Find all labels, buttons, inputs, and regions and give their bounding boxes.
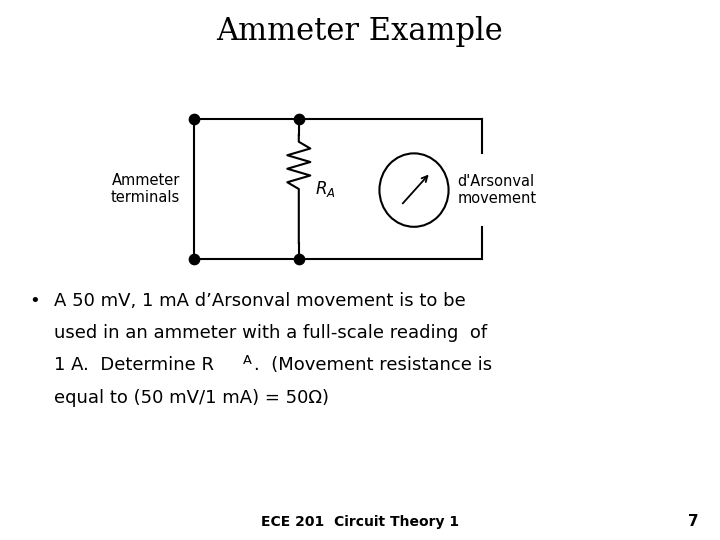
Text: Ammeter
terminals: Ammeter terminals <box>111 173 180 205</box>
Text: 7: 7 <box>688 514 698 529</box>
Text: •: • <box>29 292 40 309</box>
Point <box>293 255 305 264</box>
Text: equal to (50 mV/1 mA) = 50Ω): equal to (50 mV/1 mA) = 50Ω) <box>54 389 329 407</box>
Text: A 50 mV, 1 mA d’Arsonval movement is to be: A 50 mV, 1 mA d’Arsonval movement is to … <box>54 292 466 309</box>
Point <box>189 255 200 264</box>
Text: $R_A$: $R_A$ <box>315 179 336 199</box>
Text: 1 A.  Determine R: 1 A. Determine R <box>54 356 214 374</box>
Text: used in an ammeter with a full-scale reading  of: used in an ammeter with a full-scale rea… <box>54 324 487 342</box>
Text: d'Arsonval
movement: d'Arsonval movement <box>457 174 536 206</box>
Text: Ammeter Example: Ammeter Example <box>217 16 503 47</box>
Point <box>189 114 200 123</box>
Text: .  (Movement resistance is: . (Movement resistance is <box>254 356 492 374</box>
Text: ECE 201  Circuit Theory 1: ECE 201 Circuit Theory 1 <box>261 515 459 529</box>
Text: A: A <box>243 354 251 367</box>
Point <box>293 114 305 123</box>
